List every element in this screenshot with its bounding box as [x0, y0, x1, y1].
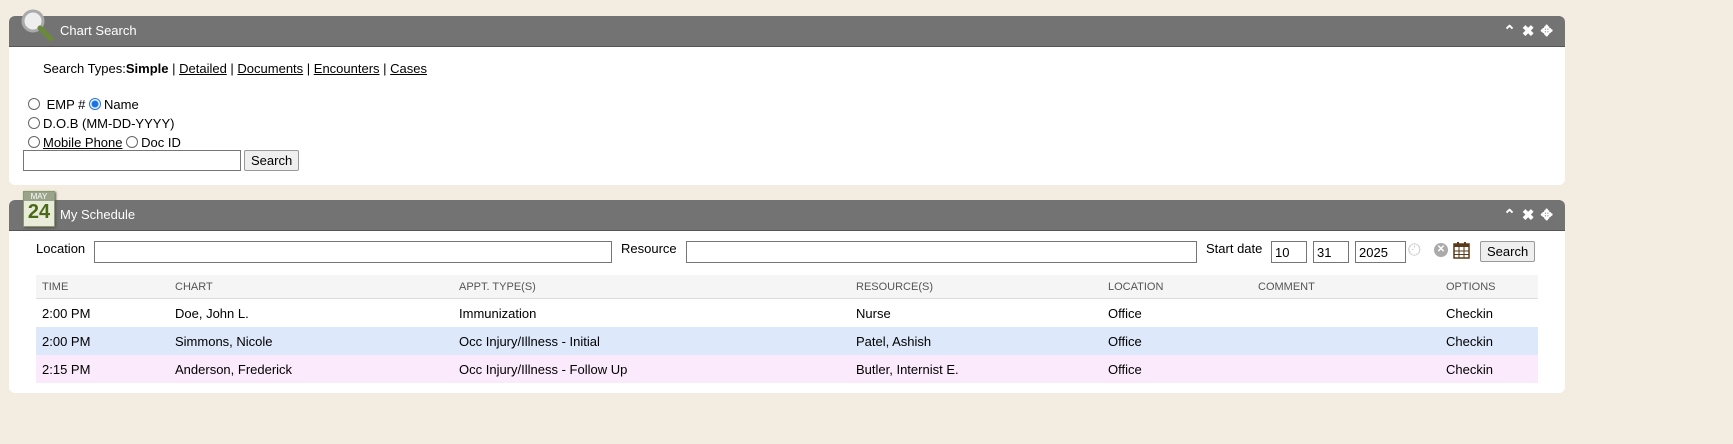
radio-name[interactable] [89, 98, 102, 110]
schedule-search-button[interactable]: Search [1480, 241, 1536, 262]
cell-resource: Nurse [856, 305, 891, 321]
table-row[interactable]: 2:00 PM Simmons, Nicole Occ Injury/Illness… [36, 327, 1538, 355]
col-comment[interactable]: COMMENT [1252, 275, 1440, 299]
year-input[interactable] [1355, 241, 1406, 263]
table-row[interactable]: 2:15 PM Anderson, Frederick Occ Injury/Ill… [36, 355, 1538, 383]
panel-title: My Schedule [60, 207, 136, 222]
table-header-row: TIME CHART APPT. TYPE(S) RESOURCE(S) LOC… [36, 275, 1538, 299]
cell-comment [1252, 327, 1440, 355]
cell-appt-type: Occ Injury/Illness - Follow Up [459, 361, 628, 377]
radio-dob-label: D.O.B (MM-DD-YYYY) [43, 116, 175, 131]
search-types-label: Search Types: [43, 61, 126, 76]
cell-comment [1252, 355, 1440, 383]
radio-row-1: EMP # Name [28, 97, 139, 112]
close-icon[interactable]: ✖ [1521, 23, 1535, 40]
cell-time: 2:15 PM [42, 361, 91, 377]
schedule-header: My Schedule ⌃ ✖ ✥ [9, 200, 1565, 231]
radio-name-label: Name [104, 97, 139, 112]
type-encounters[interactable]: Encounters [313, 61, 380, 76]
col-time[interactable]: TIME [36, 275, 169, 299]
cell-chart[interactable]: Anderson, Frederick [175, 361, 293, 377]
clear-icon[interactable]: ✕ [1434, 243, 1448, 257]
move-icon[interactable]: ✥ [1540, 23, 1553, 40]
month-input[interactable] [1271, 241, 1307, 263]
search-button[interactable]: Search [244, 150, 300, 171]
icon-day: 24 [27, 201, 51, 223]
chart-search-panel: Chart Search ⌃ ✖ ✥ Search Types:Simple | D… [9, 9, 1565, 185]
type-simple: Simple [125, 61, 169, 76]
radio-docid[interactable] [126, 136, 139, 148]
schedule-panel: My Schedule ⌃ ✖ ✥ MAY 24 Location Resource… [9, 191, 1565, 393]
chevron-up-icon[interactable]: ⌃ [1503, 23, 1516, 40]
cell-options[interactable]: Checkin [1446, 361, 1493, 377]
search-types: Search Types:Simple | Detailed | Documen… [43, 61, 428, 76]
calendar-24-icon: MAY 24 [23, 191, 55, 227]
col-location[interactable]: LOCATION [1102, 275, 1252, 299]
cell-location: Office [1108, 333, 1142, 349]
radio-emp[interactable] [28, 98, 40, 110]
search-input[interactable] [23, 150, 241, 171]
cell-options[interactable]: Checkin [1446, 305, 1493, 321]
cell-comment [1252, 299, 1440, 328]
location-label: Location [36, 241, 86, 256]
close-icon[interactable]: ✖ [1521, 207, 1535, 224]
col-chart[interactable]: CHART [169, 275, 453, 299]
cell-appt-type: Immunization [459, 305, 537, 321]
table-row[interactable]: 2:00 PM Doe, John L. Immunization Nurse Offi… [36, 298, 1538, 328]
icon-month: MAY [24, 192, 54, 201]
radio-emp-label: EMP # [46, 97, 86, 112]
type-cases[interactable]: Cases [390, 61, 428, 76]
chevron-up-icon[interactable]: ⌃ [1503, 207, 1516, 224]
radio-mobile-label[interactable]: Mobile Phone [43, 135, 123, 150]
radio-mobile[interactable] [28, 136, 40, 148]
cell-appt-type: Occ Injury/Illness - Initial [459, 333, 600, 349]
search-magnifier-icon [21, 9, 54, 42]
radio-dob[interactable] [28, 117, 40, 129]
chart-search-header: Chart Search ⌃ ✖ ✥ [9, 16, 1565, 47]
cell-chart[interactable]: Simmons, Nicole [175, 333, 273, 349]
panel-title: Chart Search [60, 23, 137, 38]
col-options[interactable]: OPTIONS [1440, 275, 1538, 299]
cell-location: Office [1108, 361, 1142, 377]
cell-resource: Patel, Ashish [856, 333, 932, 349]
type-documents[interactable]: Documents [237, 61, 304, 76]
cell-resource: Butler, Internist E. [856, 361, 959, 377]
type-detailed[interactable]: Detailed [179, 61, 227, 76]
schedule-table: TIME CHART APPT. TYPE(S) RESOURCE(S) LOC… [36, 275, 1538, 383]
location-input[interactable] [94, 241, 612, 263]
day-input[interactable] [1313, 241, 1349, 263]
calendar-icon[interactable] [1453, 241, 1470, 259]
move-icon[interactable]: ✥ [1540, 207, 1553, 224]
cell-chart[interactable]: Doe, John L. [175, 305, 249, 321]
col-appt-type[interactable]: APPT. TYPE(S) [453, 275, 850, 299]
col-resource[interactable]: RESOURCE(S) [850, 275, 1102, 299]
start-date-label: Start date [1206, 241, 1263, 256]
cell-location: Office [1108, 305, 1142, 321]
resource-label: Resource [621, 241, 677, 256]
radio-docid-label: Doc ID [141, 135, 181, 150]
cell-options[interactable]: Checkin [1446, 333, 1493, 349]
resource-input[interactable] [686, 241, 1197, 263]
cell-time: 2:00 PM [42, 305, 91, 321]
clock-icon[interactable]: 🕘︎ [1408, 242, 1421, 259]
cell-time: 2:00 PM [42, 333, 91, 349]
